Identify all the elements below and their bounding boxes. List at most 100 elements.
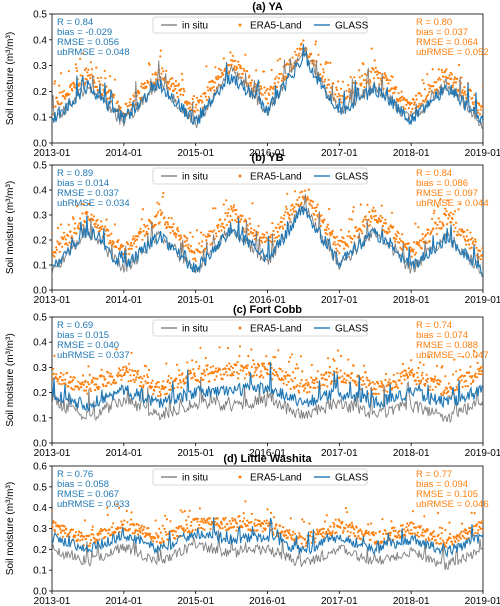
era5-point (368, 79, 371, 82)
era5-point (410, 359, 413, 362)
era5-point (243, 220, 246, 223)
era5-point (476, 532, 479, 535)
era5-point (204, 521, 207, 524)
era5-point (465, 235, 468, 238)
era5-point (126, 242, 130, 246)
era5-point (228, 368, 231, 371)
era5-point (298, 196, 301, 199)
y-tick-label: 0.1 (33, 566, 47, 577)
era5-point (399, 535, 402, 538)
era5-point (166, 221, 169, 224)
era5-point (198, 365, 201, 368)
era5-point (90, 213, 93, 216)
era5-point (175, 84, 178, 87)
era5-point (254, 518, 257, 521)
era5-point (378, 218, 381, 221)
era5-point (129, 523, 132, 526)
era5-point (440, 531, 443, 535)
era5-point (208, 517, 212, 520)
era5-point (308, 55, 311, 58)
era5-point (69, 375, 72, 379)
era5-point (308, 203, 312, 206)
era5-point (386, 390, 389, 393)
y-tick-label: 0.0 (33, 587, 47, 598)
era5-point (155, 385, 158, 388)
era5-point (349, 76, 352, 79)
era5-point (346, 95, 349, 98)
era5-point (229, 365, 233, 368)
era5-point (428, 87, 431, 90)
era5-point (338, 376, 341, 379)
era5-point (226, 214, 229, 217)
era5-point (422, 528, 425, 531)
era5-point (313, 59, 316, 63)
era5-point (257, 523, 260, 526)
era5-point (146, 376, 149, 379)
era5-point (473, 93, 476, 96)
era5-point (246, 367, 249, 370)
era5-point (136, 373, 139, 376)
era5-point (157, 535, 160, 538)
era5-point (481, 529, 483, 533)
era5-point (383, 72, 386, 75)
era5-point (54, 105, 57, 108)
era5-point (196, 248, 199, 251)
era5-point (352, 81, 355, 84)
era5-point (447, 82, 450, 85)
era5-point (131, 532, 134, 535)
era5-point (61, 379, 64, 382)
era5-point (351, 524, 354, 527)
era5-point (288, 374, 291, 377)
era5-point (132, 378, 135, 381)
era5-point (159, 209, 162, 212)
era5-point (262, 522, 265, 525)
era5-point (352, 526, 355, 529)
era5-point (83, 68, 86, 72)
era5-point (91, 380, 94, 383)
era5-point (70, 235, 73, 238)
era5-point (397, 92, 400, 95)
era5-point (468, 243, 471, 246)
era5-point (464, 239, 467, 242)
era5-point (408, 522, 412, 525)
era5-point (407, 107, 410, 110)
era5-point (333, 359, 336, 362)
era5-point (77, 84, 80, 87)
era5-point (232, 204, 236, 207)
era5-point (90, 73, 93, 76)
era5-point (81, 381, 84, 384)
era5-point (205, 368, 209, 371)
era5-point (225, 224, 228, 227)
era5-point (281, 530, 284, 533)
era5-point (137, 369, 140, 372)
era5-point (206, 86, 209, 89)
era5-point (175, 377, 178, 380)
era5-point (398, 530, 401, 533)
era5-point (181, 510, 184, 514)
era5-point (445, 210, 448, 213)
era5-point (67, 223, 70, 226)
era5-point (98, 229, 101, 232)
era5-point (423, 100, 426, 103)
x-tick-label: 2016-01 (249, 448, 286, 459)
era5-point (307, 381, 310, 384)
era5-point (271, 92, 274, 95)
era5-point (98, 80, 101, 83)
era5-point (122, 244, 125, 247)
era5-point (462, 530, 465, 533)
era5-point (193, 251, 196, 254)
era5-point (180, 72, 183, 75)
era5-point (377, 76, 380, 80)
era5-point (455, 81, 458, 84)
era5-point (132, 242, 136, 245)
era5-point (147, 227, 150, 230)
era5-point (471, 101, 474, 104)
era5-point (472, 240, 475, 243)
era5-point (53, 80, 57, 83)
era5-point (299, 355, 303, 358)
era5-point (275, 226, 278, 229)
legend-box (152, 16, 368, 34)
era5-point (440, 542, 443, 545)
era5-point (432, 380, 435, 383)
era5-point (337, 525, 340, 528)
